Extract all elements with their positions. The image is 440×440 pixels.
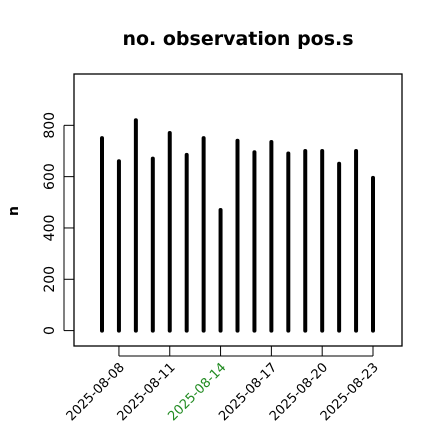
y-tick-label: 800 <box>42 112 58 139</box>
plot-frame <box>73 73 403 347</box>
y-axis-label: n <box>6 206 22 216</box>
y-tick-label: 0 <box>42 326 58 335</box>
y-tick-label: 200 <box>42 266 58 293</box>
y-tick-label: 600 <box>42 163 58 190</box>
x-axis: 2025-08-082025-08-112025-08-142025-08-17… <box>64 346 382 424</box>
y-axis: 0 200 400 600 800 <box>42 112 74 335</box>
y-tick-label: 400 <box>42 215 58 242</box>
chart-title: no. observation pos.s <box>122 28 353 50</box>
bars <box>100 118 375 333</box>
